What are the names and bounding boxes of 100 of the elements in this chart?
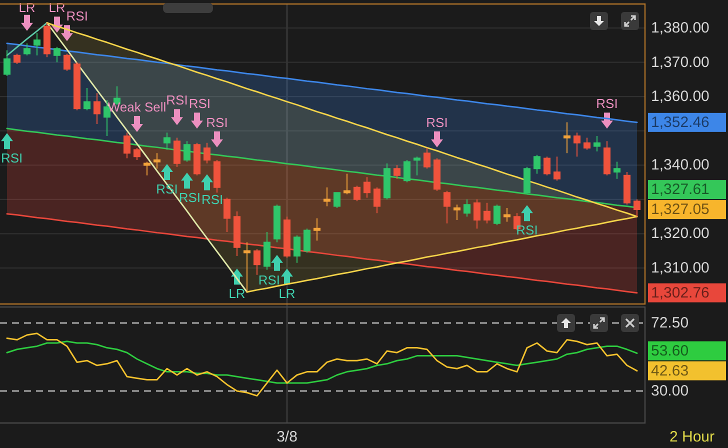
candlestick	[414, 156, 420, 176]
candlestick	[354, 185, 360, 202]
candlestick	[254, 248, 260, 276]
candlestick	[294, 234, 300, 264]
point	[131, 116, 143, 132]
data-label: 1,352.46	[651, 114, 710, 131]
candlestick	[544, 156, 550, 176]
candlestick	[634, 198, 640, 218]
candlestick	[94, 92, 100, 124]
text: 1,327.05	[651, 201, 710, 218]
x-tick-label: 3/8	[276, 428, 298, 446]
data-label: 1,302.76	[651, 284, 710, 302]
point	[431, 131, 443, 148]
candlestick	[144, 161, 150, 176]
candlestick	[34, 32, 40, 56]
line-series	[6, 340, 638, 384]
point	[181, 172, 193, 189]
point	[191, 112, 203, 129]
candlestick	[384, 162, 390, 200]
point	[1, 133, 13, 150]
data-label: LR	[228, 286, 246, 302]
data-label: LR	[278, 286, 296, 302]
y-tick-label: 1,370.00	[651, 54, 710, 71]
data-label: RSI	[206, 114, 228, 130]
candlestick	[164, 132, 170, 150]
candlestick	[624, 172, 630, 206]
candlestick	[394, 164, 400, 180]
y-tick-label: 1,360.00	[651, 88, 710, 106]
candlestick	[24, 42, 30, 56]
candlestick	[524, 166, 530, 195]
point	[211, 131, 223, 148]
point	[201, 174, 213, 190]
candlestick	[54, 46, 60, 63]
point	[281, 268, 293, 285]
point	[161, 164, 173, 180]
candlestick	[494, 204, 500, 226]
candlestick	[324, 186, 330, 207]
candlestick	[554, 156, 560, 182]
candlestick	[464, 198, 470, 218]
candlestick	[504, 208, 510, 222]
candlestick	[244, 242, 250, 292]
candlestick	[284, 216, 290, 258]
candlestick	[594, 136, 600, 152]
candlestick	[404, 160, 410, 183]
candlestick	[604, 140, 610, 176]
data-label: RSI	[202, 192, 224, 207]
candlestick	[344, 173, 350, 195]
candlestick	[84, 88, 90, 111]
y-tick-label: 1,310.00	[651, 260, 710, 276]
candlestick	[14, 53, 20, 64]
data-label: 42.63	[651, 362, 689, 380]
data-label: RSI	[178, 190, 201, 206]
candlestick	[274, 204, 280, 243]
candlestick	[64, 53, 70, 72]
data-label: RSI	[596, 96, 618, 112]
candlestick	[314, 218, 320, 242]
data-label: RSI	[188, 96, 211, 112]
data-label: RSI	[516, 222, 538, 238]
candlestick	[474, 198, 480, 230]
candlestick	[534, 154, 540, 174]
candlestick	[304, 228, 310, 254]
point	[61, 25, 73, 42]
candlestick	[334, 192, 340, 208]
candlestick	[614, 161, 620, 180]
candlestick	[194, 142, 200, 176]
data-label: RSI	[426, 114, 448, 130]
data-label: 53.60	[651, 342, 689, 360]
candlestick	[184, 140, 190, 162]
point	[521, 205, 533, 222]
candlestick	[364, 176, 370, 198]
candlestick	[74, 62, 80, 111]
candlestick	[4, 50, 10, 76]
candlestick	[584, 137, 590, 150]
line-series	[6, 332, 638, 397]
point	[21, 14, 33, 31]
point	[171, 109, 183, 126]
data-label: RSI	[166, 92, 188, 108]
point	[271, 254, 283, 271]
candlestick	[374, 186, 380, 214]
candlestick	[434, 158, 440, 192]
data-label: RSI	[1, 150, 23, 166]
y-tick-label: 1,340.00	[651, 156, 710, 174]
candlestick	[564, 122, 570, 154]
candlestick	[264, 232, 270, 270]
line-series	[6, 22, 48, 56]
y-tick-label: 1,320.00	[651, 225, 710, 242]
text: 2 Hour	[669, 428, 715, 446]
candlestick	[124, 132, 130, 159]
candlestick	[454, 204, 460, 220]
y-tick-label: 72.50	[651, 314, 689, 332]
data-label: RSI	[258, 272, 280, 288]
candlestick	[224, 197, 230, 232]
candlestick	[444, 190, 450, 224]
candlestick	[424, 148, 430, 170]
candlestick	[574, 132, 580, 158]
y-tick-label: 30.00	[651, 382, 689, 400]
candlestick	[204, 142, 210, 164]
data-label: 1,327.61	[651, 181, 710, 198]
candlestick	[214, 160, 220, 194]
data-label: RSI	[66, 8, 88, 24]
